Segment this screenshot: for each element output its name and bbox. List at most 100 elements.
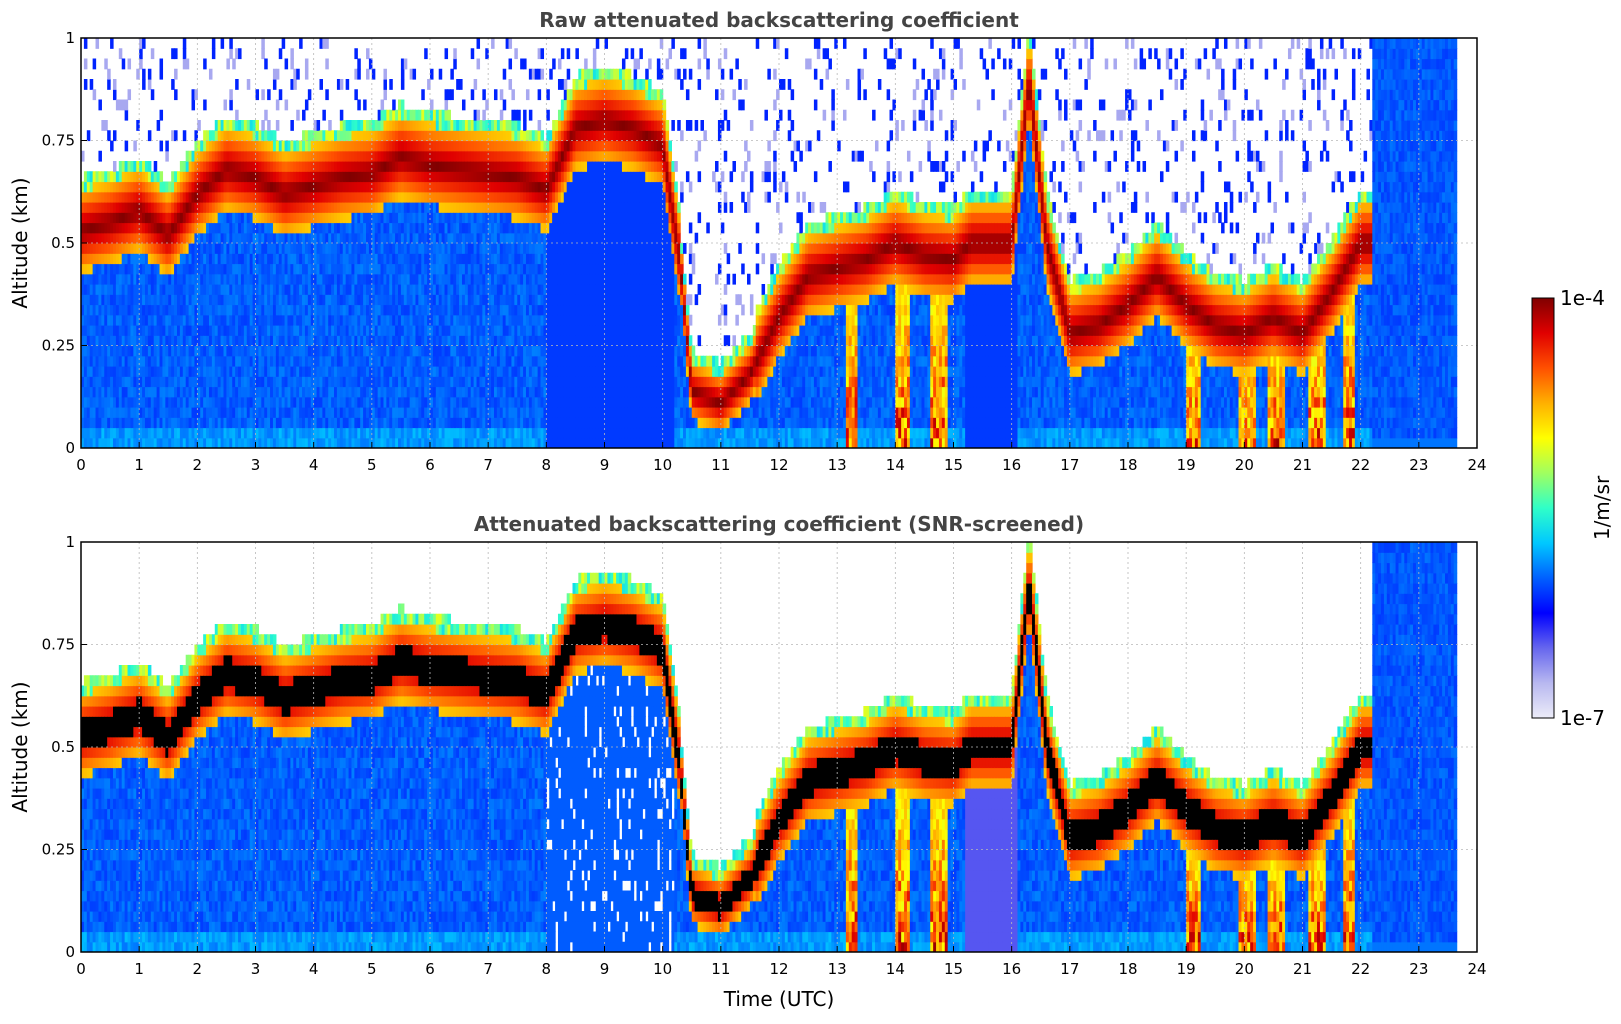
heatmap-cell [203,99,207,111]
heatmap-cell [508,58,513,70]
heatmap-cell [453,48,457,60]
heatmap-cell [412,150,417,162]
heatmap-cell [267,355,271,367]
heatmap-cell [185,243,190,254]
heatmap-cell [194,325,198,336]
heatmap-cell [182,171,187,183]
heatmap-cell [464,396,469,408]
heatmap-cell [168,314,172,326]
heatmap-cell [348,140,353,152]
heatmap-cell [430,263,434,275]
heatmap-cell [357,68,361,80]
heatmap-cell [121,386,126,398]
heatmap-cell [290,386,294,398]
heatmap-cell [200,314,204,326]
heatmap-cell [238,171,242,183]
heatmap-cell [435,366,440,377]
heatmap-cell [334,396,338,408]
heatmap-cell [281,140,286,152]
heatmap-cell [243,120,248,131]
heatmap-cell [211,222,216,234]
heatmap-cell [261,48,265,60]
heatmap-cell [464,202,469,213]
heatmap-cell [267,417,271,429]
heatmap-cell [366,427,370,439]
heatmap-cell [354,253,358,265]
heatmap-cell [418,181,422,193]
heatmap-cell [380,355,385,367]
heatmap-cell [118,345,123,357]
heatmap-cell [435,202,440,213]
heatmap-cell [243,314,248,326]
heatmap-cell [220,243,225,254]
heatmap-cell [389,263,393,275]
heatmap-cell [331,304,335,316]
heatmap-cell [203,294,207,306]
heatmap-cell [130,417,134,429]
heatmap-cell [281,38,286,49]
heatmap-cell [325,366,329,377]
heatmap-cell [258,376,262,388]
heatmap-cell [255,335,260,347]
heatmap-cell [281,366,286,377]
heatmap-cell [432,232,437,244]
heatmap-cell [467,366,472,377]
heatmap-cell [290,273,294,285]
heatmap-cell [275,99,280,111]
heatmap-cell [406,355,411,367]
heatmap-cell [179,294,184,306]
heatmap-cell [133,191,137,203]
heatmap-cell [98,191,102,203]
heatmap-cell [272,263,277,275]
heatmap-cell [144,304,149,316]
heatmap-cell [249,386,254,398]
heatmap-cell [284,407,289,418]
heatmap-cell [386,345,390,357]
heatmap-cell [310,243,315,254]
heatmap-cell [115,99,120,111]
heatmap-cell [328,232,332,244]
heatmap-cell [142,191,146,203]
heatmap-cell [179,253,184,265]
heatmap-cell [342,355,347,367]
heatmap-cell [447,212,451,224]
heatmap-cell [287,284,291,295]
heatmap-cell [412,304,417,316]
heatmap-cell [139,366,143,377]
heatmap-cell [412,263,417,275]
heatmap-cell [124,263,129,275]
heatmap-cell [101,202,105,213]
heatmap-cell [89,284,94,295]
heatmap-cell [179,232,184,244]
heatmap-cell [223,376,228,388]
heatmap-cell [81,191,85,203]
heatmap-cell [354,181,358,193]
heatmap-cell [130,407,134,418]
heatmap-cell [156,232,161,244]
heatmap-cell [121,99,126,111]
heatmap-cell [124,335,129,347]
heatmap-cell [293,181,297,193]
heatmap-cell [272,376,277,388]
heatmap-cell [159,181,164,193]
heatmap-cell [313,120,318,131]
heatmap-cell [467,171,472,183]
heatmap-cell [467,355,472,367]
heatmap-cell [325,263,329,275]
heatmap-cell [261,325,265,336]
heatmap-cell [182,253,187,265]
heatmap-cell [310,417,315,429]
heatmap-cell [229,253,233,265]
heatmap-cell [302,109,306,121]
heatmap-cell [371,191,376,203]
heatmap-cell [363,171,367,183]
heatmap-cell [450,253,454,265]
heatmap-cell [208,325,213,336]
heatmap-cell [435,376,440,388]
heatmap-cell [328,355,332,367]
heatmap-cell [307,273,312,285]
heatmap-cell [92,355,97,367]
heatmap-cell [139,325,143,336]
heatmap-cell [284,437,289,448]
heatmap-cell [368,437,373,448]
